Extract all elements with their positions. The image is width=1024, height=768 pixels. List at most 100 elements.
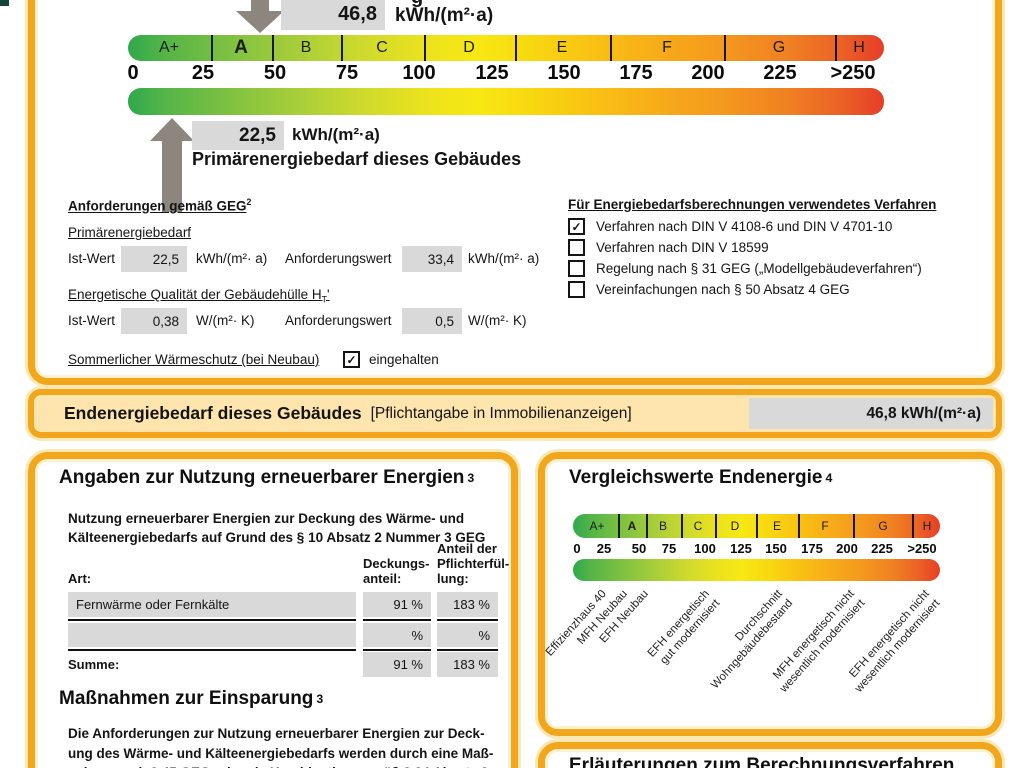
anforderungswert-value-2: 0,5	[435, 313, 454, 329]
class-boundary-tick	[853, 514, 855, 538]
column-header-line: lung:	[437, 571, 469, 586]
main-certificate-panel	[28, 0, 1002, 385]
axis-tick-label: 25	[596, 541, 612, 556]
class-label-b: B	[300, 39, 312, 56]
method-option-label: Regelung nach § 31 GEG („Modellgebäudeve…	[596, 261, 922, 276]
envelope-requirement-heading: Energetische Qualität der Gebäudehülle H…	[68, 287, 330, 305]
summer-heat-protection-checkbox[interactable]: ✓	[343, 351, 360, 368]
axis-tick-label: 225	[871, 541, 893, 556]
sum-label: Summe:	[68, 657, 120, 672]
class-boundary-tick	[756, 514, 758, 538]
share-field-row2[interactable]: %	[363, 623, 431, 647]
class-label-d: D	[730, 519, 740, 533]
requirements-title-footnote: 2	[246, 197, 252, 207]
ist-wert-value-2: 0,38	[152, 313, 179, 329]
endenergy-value: 46,8	[338, 3, 377, 25]
class-label-d: D	[463, 39, 475, 56]
envelope-heading-prime: '	[327, 287, 330, 302]
class-boundary-tick	[646, 514, 648, 538]
class-label-e: E	[772, 519, 782, 533]
class-boundary-tick	[515, 35, 517, 61]
savings-title-footnote: 3	[316, 691, 324, 706]
axis-tick-label: 150	[765, 541, 787, 556]
art-field-row2[interactable]	[68, 623, 356, 647]
share-value: %	[411, 627, 423, 643]
table-rule	[437, 649, 498, 651]
renewables-header: Angaben zur Nutzung erneuerbarer Energie…	[35, 459, 511, 497]
sum-duty-value: 183 %	[453, 657, 490, 672]
savings-title: Maßnahmen zur Einsparung	[59, 687, 314, 709]
ist-wert-value: 22,5	[152, 251, 179, 267]
savings-text-line: Die Anforderungen zur Nutzung erneuerbar…	[68, 726, 485, 741]
share-value: 91 %	[393, 597, 423, 612]
sum-share-value: 91 %	[393, 657, 423, 672]
table-rule	[363, 649, 431, 651]
cropped-text-fragment: g	[411, 0, 423, 9]
endenergy-arrow-down-icon	[236, 11, 284, 33]
anforderungswert-field[interactable]: 33,4	[402, 246, 462, 272]
axis-tick-label: 0	[127, 62, 139, 84]
energy-axis: 0 25 50 75 100 125 150 175 200 225 >250	[127, 62, 884, 86]
anforderungswert-label: Anforderungswert	[285, 251, 392, 266]
class-label-g: G	[878, 519, 888, 533]
endenergy-value-box[interactable]: 46,8	[281, 0, 385, 30]
axis-tick-label: 200	[836, 541, 858, 556]
axis-tick-label: 175	[801, 541, 823, 556]
ist-wert-label: Ist-Wert	[68, 251, 115, 266]
class-label-g: G	[772, 39, 786, 56]
renewables-intro-line: Nutzung erneuerbarer Energien zur Deckun…	[68, 511, 465, 526]
method-checkbox-din18599[interactable]	[568, 239, 585, 256]
requirements-title: Anforderungen gemäß GEG2	[68, 197, 251, 214]
class-boundary-tick	[424, 35, 426, 61]
endenergy-band: Endenergiebedarf dieses Gebäudes [Pflich…	[28, 389, 1002, 438]
share-field-row1[interactable]: 91 %	[363, 592, 431, 617]
method-checkbox-din4108[interactable]: ✓	[568, 218, 585, 235]
axis-tick-label: 125	[730, 541, 752, 556]
duty-value: %	[478, 627, 490, 643]
method-checkbox-par50[interactable]	[568, 281, 585, 298]
art-value: Fernwärme oder Fernkälte	[76, 597, 230, 612]
ist-wert-field[interactable]: 22,5	[121, 246, 187, 272]
ist-wert-field-2[interactable]: 0,38	[121, 308, 187, 334]
primary-arrow-caption: Primärenergiebedarf dieses Gebäudes	[192, 149, 522, 169]
method-option-label: Vereinfachungen nach § 50 Absatz 4 GEG	[596, 282, 850, 297]
column-header-duty: Anteil der Pflichterfül- lung:	[437, 541, 509, 586]
anforderungswert-value: 33,4	[427, 251, 454, 267]
axis-tick-label: 200	[691, 62, 725, 84]
axis-tick-label: 225	[763, 62, 797, 84]
anforderungswert-field-2[interactable]: 0,5	[402, 308, 462, 334]
column-header-line: anteil:	[363, 571, 402, 586]
class-label-a-highlighted: A	[234, 37, 248, 58]
primary-arrow-up-icon	[150, 118, 194, 141]
duty-field-row1[interactable]: 183 %	[437, 592, 498, 617]
table-rule	[68, 619, 356, 621]
class-label-h: H	[853, 39, 865, 56]
sum-duty-field: 183 %	[437, 652, 498, 677]
duty-field-row2[interactable]: %	[437, 623, 498, 647]
band-value-box: 46,8 kWh/(m²·a)	[749, 398, 993, 429]
savings-text-line: ung des Wärme- und Kälteenergiebedarfs w…	[68, 745, 494, 761]
renewables-intro-line: Kälteenergiebedarfs auf Grund des § 10 A…	[68, 530, 486, 545]
axis-tick-label: 100	[402, 62, 436, 84]
class-boundary-tick	[272, 35, 274, 61]
endenergy-arrow-shaft	[251, 0, 269, 13]
comparison-header: Vergleichswerte Endenergie 4	[545, 459, 995, 497]
comparison-class-bar: A+ A B C D E F G H	[573, 514, 940, 538]
primary-value-box[interactable]: 22,5	[192, 121, 284, 150]
sum-share-field: 91 %	[363, 652, 431, 677]
primary-value: 22,5	[239, 124, 276, 146]
method-option-label: Verfahren nach DIN V 4108-6 und DIN V 47…	[596, 219, 893, 234]
class-label-aplus: A+	[589, 519, 605, 533]
page-corner-artifact	[0, 0, 9, 6]
art-field-row1[interactable]: Fernwärme oder Fernkälte	[68, 592, 356, 617]
summer-heat-protection-label: Sommerlicher Wärmeschutz (bei Neubau)	[68, 352, 320, 367]
explanations-title: Erläuterungen zum Berechnungsverfahren	[569, 755, 955, 768]
class-label-e: E	[556, 39, 568, 56]
anforderungswert-unit: kWh/(m²· a)	[468, 251, 540, 266]
column-header-line: Pflichterfül-	[437, 556, 510, 571]
anforderungswert-label-2: Anforderungswert	[285, 313, 392, 328]
class-boundary-tick	[610, 35, 612, 61]
method-checkbox-par31[interactable]	[568, 260, 585, 277]
band-value: 46,8 kWh/(m²·a)	[866, 404, 981, 422]
axis-tick-label: 75	[335, 62, 359, 84]
